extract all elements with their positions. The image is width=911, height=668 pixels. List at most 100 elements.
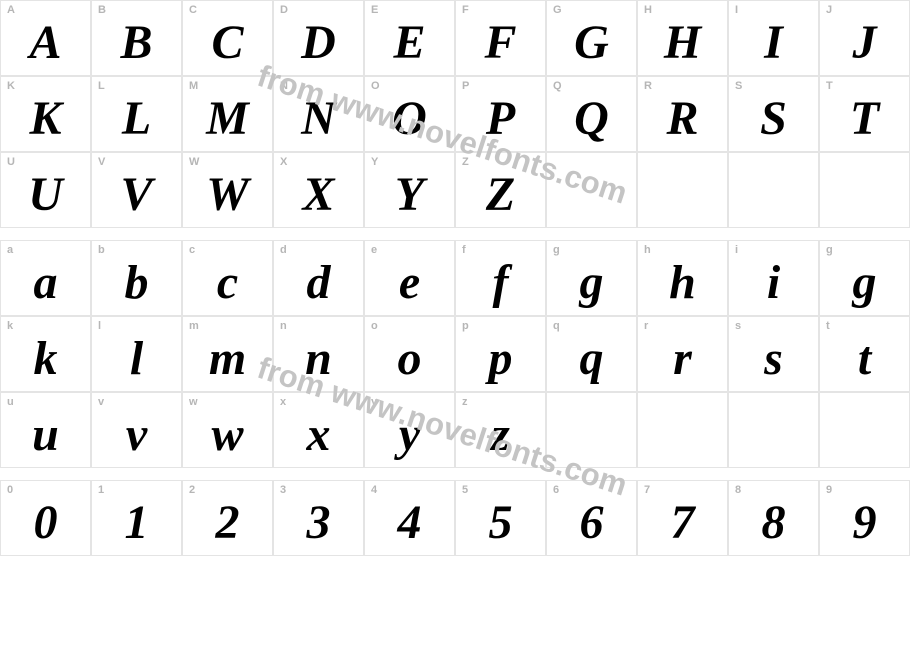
glyph-char: M: [206, 95, 249, 143]
glyph-char: p: [489, 335, 513, 383]
glyph-cell: WW: [182, 152, 273, 228]
glyph-row: KKLLMMNNOOPPQQRRSSTT: [0, 76, 911, 152]
glyph-cell: dd: [273, 240, 364, 316]
glyph-cell-label: q: [553, 320, 560, 332]
glyph-cell: PP: [455, 76, 546, 152]
glyph-char: k: [34, 335, 58, 383]
group-spacer: [0, 468, 911, 480]
glyph-row: uuvvwwxxyyzz: [0, 392, 911, 468]
glyph-char: I: [764, 19, 783, 67]
glyph-char: 2: [216, 499, 240, 547]
glyph-cell: ee: [364, 240, 455, 316]
glyph-cell: oo: [364, 316, 455, 392]
glyph-char: u: [32, 411, 59, 459]
glyph-cell-label: e: [371, 244, 377, 256]
glyph-cell-label: W: [189, 156, 199, 168]
glyph-cell-label: K: [7, 80, 15, 92]
glyph-char: 3: [307, 499, 331, 547]
glyph-cell: gg: [546, 240, 637, 316]
glyph-row: UUVVWWXXYYZZ: [0, 152, 911, 228]
glyph-cell-label: p: [462, 320, 469, 332]
glyph-char: g: [853, 259, 877, 307]
glyph-cell: VV: [91, 152, 182, 228]
glyph-cell: HH: [637, 0, 728, 76]
glyph-cell: DD: [273, 0, 364, 76]
glyph-cell: II: [728, 0, 819, 76]
glyph-char: i: [767, 259, 780, 307]
glyph-cell-label: O: [371, 80, 380, 92]
glyph-cell: bb: [91, 240, 182, 316]
glyph-cell: [546, 152, 637, 228]
glyph-cell: kk: [0, 316, 91, 392]
glyph-cell-label: P: [462, 80, 469, 92]
glyph-cell-label: M: [189, 80, 198, 92]
glyph-cell: XX: [273, 152, 364, 228]
glyph-cell: 44: [364, 480, 455, 556]
glyph-cell: RR: [637, 76, 728, 152]
glyph-cell: cc: [182, 240, 273, 316]
glyph-char: z: [491, 411, 510, 459]
glyph-char: A: [29, 19, 61, 67]
glyph-cell-label: a: [7, 244, 13, 256]
glyph-cell-label: g: [553, 244, 560, 256]
glyph-cell-label: d: [280, 244, 287, 256]
glyph-cell: ss: [728, 316, 819, 392]
glyph-cell: YY: [364, 152, 455, 228]
glyph-cell-label: F: [462, 4, 469, 16]
glyph-cell: xx: [273, 392, 364, 468]
glyph-char: a: [34, 259, 58, 307]
glyph-cell-label: D: [280, 4, 288, 16]
glyph-cell: QQ: [546, 76, 637, 152]
glyph-cell-label: S: [735, 80, 742, 92]
glyph-cell: 00: [0, 480, 91, 556]
glyph-char: r: [673, 335, 692, 383]
glyph-char: C: [211, 19, 243, 67]
glyph-cell-label: h: [644, 244, 651, 256]
glyph-char: 7: [671, 499, 695, 547]
glyph-cell: [819, 392, 910, 468]
glyph-cell: 66: [546, 480, 637, 556]
glyph-cell: TT: [819, 76, 910, 152]
glyph-cell-label: r: [644, 320, 648, 332]
glyph-char: w: [211, 411, 243, 459]
glyph-cell: UU: [0, 152, 91, 228]
glyph-cell-label: 2: [189, 484, 195, 496]
glyph-cell-label: 8: [735, 484, 741, 496]
glyph-char: Q: [574, 95, 609, 143]
glyph-cell-label: f: [462, 244, 466, 256]
glyph-cell-label: n: [280, 320, 287, 332]
glyph-char: s: [764, 335, 783, 383]
glyph-cell: hh: [637, 240, 728, 316]
glyph-char: T: [850, 95, 879, 143]
glyph-cell-label: U: [7, 156, 15, 168]
glyph-char: K: [29, 95, 61, 143]
glyph-cell-label: y: [371, 396, 377, 408]
glyph-cell: ww: [182, 392, 273, 468]
glyph-cell: [637, 152, 728, 228]
glyph-cell: uu: [0, 392, 91, 468]
glyph-char: d: [307, 259, 331, 307]
glyph-row: aabbccddeeffgghhiigg: [0, 240, 911, 316]
glyph-char: v: [126, 411, 147, 459]
glyph-char: 9: [853, 499, 877, 547]
glyph-char: N: [301, 95, 336, 143]
glyph-cell-label: 0: [7, 484, 13, 496]
glyph-cell: gg: [819, 240, 910, 316]
glyph-char: W: [206, 171, 249, 219]
glyph-char: e: [399, 259, 420, 307]
glyph-char: Z: [486, 171, 515, 219]
glyph-cell-label: x: [280, 396, 286, 408]
glyph-cell: 11: [91, 480, 182, 556]
glyph-cell-label: b: [98, 244, 105, 256]
glyph-cell: tt: [819, 316, 910, 392]
glyph-cell-label: 9: [826, 484, 832, 496]
glyph-cell: nn: [273, 316, 364, 392]
glyph-char: n: [305, 335, 332, 383]
glyph-cell-label: N: [280, 80, 288, 92]
glyph-cell: ZZ: [455, 152, 546, 228]
glyph-char: l: [130, 335, 143, 383]
glyph-cell-label: B: [98, 4, 106, 16]
glyph-char: 6: [580, 499, 604, 547]
glyph-char: P: [486, 95, 515, 143]
glyph-char: O: [392, 95, 427, 143]
